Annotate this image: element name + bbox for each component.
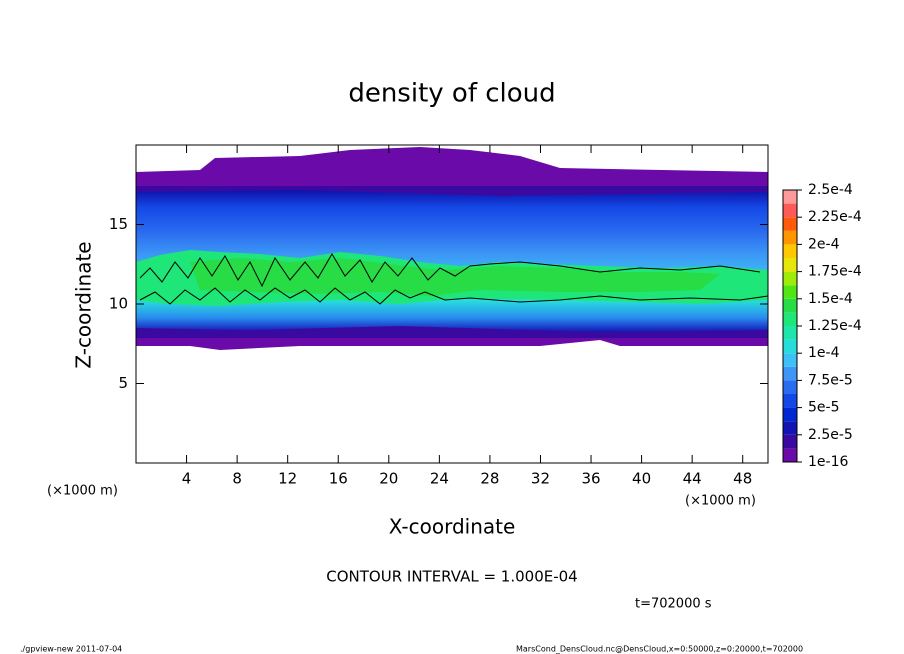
x-tick-label: 40	[632, 470, 651, 488]
colorbar-label: 5e-5	[808, 400, 839, 416]
colorbar-label: 7.5e-5	[808, 372, 853, 388]
colorbar-label: 1e-16	[808, 454, 848, 470]
colorbar-box	[783, 448, 797, 462]
chart-title: density of cloud	[348, 79, 555, 109]
colorbar-label: 1.25e-4	[808, 318, 862, 334]
colorbar-box	[783, 421, 797, 435]
colorbar-box	[783, 298, 797, 313]
x-tick-label: 4	[182, 470, 192, 488]
colorbar-box	[783, 285, 797, 299]
y-tick-label: 10	[109, 295, 128, 313]
colorbar-box	[783, 230, 797, 245]
x-tick-label: 16	[329, 470, 348, 488]
y-unit: (×1000 m)	[47, 484, 118, 499]
x-tick-label: 28	[480, 470, 499, 488]
colorbar-label: 2.25e-4	[808, 209, 862, 225]
x-tick-label: 8	[232, 470, 242, 488]
colorbar-box	[783, 244, 797, 258]
colorbar-box	[783, 190, 797, 204]
colorbar-box	[783, 326, 797, 340]
colorbar-box	[783, 434, 797, 449]
colorbar-box	[783, 312, 797, 326]
y-axis-label: Z-coordinate	[72, 241, 96, 368]
x-tick-label: 20	[379, 470, 398, 488]
colorbar-label: 1.75e-4	[808, 264, 862, 280]
colorbar-box	[783, 217, 797, 231]
cloud-field	[136, 147, 768, 350]
colorbar-label: 1.5e-4	[808, 291, 853, 307]
colorbar-box	[783, 339, 797, 354]
colorbar-box	[783, 353, 797, 367]
x-unit: (×1000 m)	[685, 494, 756, 509]
colorbar-label: 2.5e-5	[808, 427, 853, 443]
footer-left: ./gpview-new 2011-07-04	[20, 645, 122, 654]
contour-interval: CONTOUR INTERVAL = 1.000E-04	[326, 568, 577, 586]
x-axis-label: X-coordinate	[389, 515, 516, 539]
colorbar-box	[783, 258, 797, 272]
colorbar-label: 2.5e-4	[808, 182, 853, 198]
x-tick-label: 44	[683, 470, 702, 488]
colorbar-box	[783, 203, 797, 218]
x-tick-label: 32	[531, 470, 550, 488]
y-tick-label: 15	[109, 215, 128, 233]
colorbar-box	[783, 366, 797, 381]
y-tick-label: 5	[118, 374, 128, 392]
x-tick-label: 48	[733, 470, 752, 488]
x-tick-label: 24	[430, 470, 449, 488]
colorbar-label: 1e-4	[808, 345, 840, 361]
footer-right: MarsCond_DensCloud.nc@DensCloud,x=0:5000…	[516, 645, 803, 654]
colorbar-label: 2e-4	[808, 236, 840, 252]
x-tick-label: 36	[581, 470, 600, 488]
colorbar-box	[783, 380, 797, 394]
x-tick-label: 12	[278, 470, 297, 488]
colorbar-box	[783, 394, 797, 408]
time-label: t=702000 s	[635, 597, 712, 612]
colorbar-box	[783, 271, 797, 286]
colorbar-box	[783, 407, 797, 422]
